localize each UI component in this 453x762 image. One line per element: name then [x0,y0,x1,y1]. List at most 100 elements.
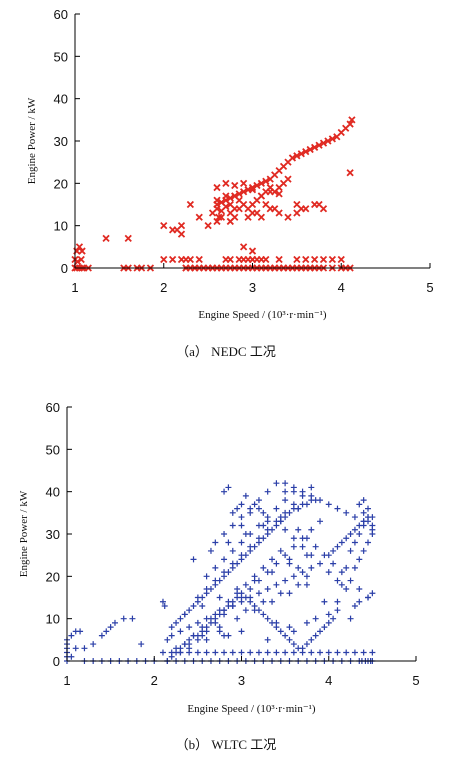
wltc-data-point [286,624,293,631]
wltc-data-point [255,505,262,512]
wltc-data-point [308,484,315,491]
wltc-data-point [312,615,319,622]
wltc-data-point [303,619,310,626]
wltc-data-point [212,577,219,584]
wltc-data-point [181,611,188,618]
wltc-data-point [282,577,289,584]
wltc-data-point [68,653,75,660]
nedc-data-point [266,188,274,196]
wltc-data-point [186,607,193,614]
wltc-data-point [264,526,271,533]
nedc-data-point [248,183,257,192]
wltc-data-point [120,615,127,622]
wltc-data-point [173,645,180,652]
wltc-data-point [203,628,210,635]
wltc-data-point [229,649,236,656]
wltc-data-point [299,488,306,495]
wltc-data-point [221,531,228,537]
wltc-data-point [317,560,324,567]
wltc-data-point [282,526,289,533]
wltc-y-tick-label: 10 [46,612,60,627]
wltc-data-point [81,645,88,652]
wltc-data-point [242,492,249,499]
nedc-y-tick-label: 60 [54,7,68,22]
wltc-data-point [260,598,267,605]
wltc-data-point [303,573,310,580]
nedc-data-point [324,137,332,145]
wltc-data-point [356,531,363,537]
nedc-data-point [248,255,257,264]
wltc-data-point [194,594,201,601]
wltc-ticks: 0 10 20 30 40 50 60 1 2 3 4 5 [46,400,420,688]
wltc-data-point [264,488,271,495]
wltc-data-point [343,586,350,593]
nedc-data-point [77,255,85,264]
wltc-data-point [277,590,284,597]
wltc-data-point [312,632,319,639]
wltc-data-point [234,505,241,512]
wltc-data-point [242,607,249,614]
wltc-y-tick-label: 50 [46,442,60,457]
nedc-y-tick-label: 40 [54,92,68,107]
wltc-data-point [111,619,118,626]
wltc-data-point [247,586,254,593]
wltc-data-point [356,556,363,563]
wltc-data-point [356,522,363,529]
wltc-x-tick-label: 1 [63,673,70,688]
wltc-data-point [356,501,363,508]
nedc-data-point [293,255,301,264]
wltc-data-point [299,569,306,576]
wltc-data-point [255,535,262,542]
nedc-y-tick-label: 20 [54,176,68,191]
nedc-data-point [248,247,257,255]
nedc-data-point [257,213,266,221]
wltc-data-point [72,645,79,652]
wltc-data-point [90,641,97,648]
wltc-data-point [98,632,105,639]
wltc-data-point [216,624,223,631]
nedc-data-point [235,205,243,213]
wltc-data-point [190,556,197,563]
nedc-y-tick-label: 10 [54,219,68,234]
wltc-data-point [194,636,201,643]
wltc-data-point [325,552,332,559]
wltc-y-tick-label: 40 [46,485,60,500]
nedc-data-point [348,116,356,124]
wltc-data-point [290,628,297,635]
nedc-data-point [75,243,84,251]
wltc-data-point [207,615,214,622]
wltc-data-point [225,539,232,546]
wltc-data-point [277,628,284,635]
wltc-data-point [269,598,276,605]
nedc-data-point [328,135,337,143]
wltc-data-point [308,564,315,571]
wltc-data-point [242,581,249,588]
wltc-data-point [369,590,376,597]
nedc-data-point [257,192,266,200]
wltc-data-point [343,535,350,542]
wltc-data-point [308,526,315,533]
nedc-data-point [231,181,239,190]
wltc-data-point [347,531,354,537]
wltc-data-point [238,501,245,508]
nedc-x-tick-label: 4 [338,280,345,295]
wltc-data-point [269,556,276,563]
wltc-data-point [221,488,228,495]
wltc-data-point [251,607,258,614]
wltc-data-point [325,569,332,576]
wltc-data-point [299,649,306,656]
wltc-x-tick-label: 4 [325,673,332,688]
nedc-y-tick-label: 0 [61,261,68,276]
nedc-data-point [239,188,248,196]
nedc-data-point [284,213,292,221]
wltc-data-point [286,636,293,643]
wltc-data-point [317,628,324,635]
nedc-data-point [74,258,82,266]
nedc-data-point [302,147,310,156]
wltc-data-point [325,501,332,508]
wltc-data-point [303,641,310,648]
wltc-x-tick-label: 5 [412,673,419,688]
wltc-data-point [159,649,166,656]
wltc-data-point [221,569,228,576]
